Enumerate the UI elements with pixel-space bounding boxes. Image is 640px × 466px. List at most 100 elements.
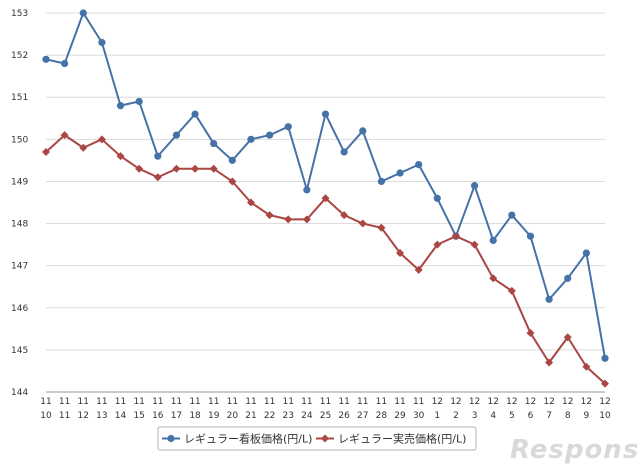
data-point-signboard bbox=[42, 55, 50, 63]
x-tick-day: 21 bbox=[245, 411, 256, 421]
data-point-actual bbox=[302, 215, 311, 224]
data-point-signboard bbox=[266, 131, 274, 139]
x-tick-day: 20 bbox=[227, 411, 239, 421]
data-point-signboard bbox=[396, 169, 404, 177]
data-point-actual bbox=[526, 329, 535, 338]
x-tick-day: 29 bbox=[394, 411, 406, 421]
legend-label-actual: レギュラー実売価格(円/L) bbox=[338, 432, 466, 446]
data-point-signboard bbox=[116, 102, 125, 110]
x-tick-day: 3 bbox=[472, 411, 478, 421]
data-point-signboard bbox=[526, 232, 535, 240]
x-tick-day: 11 bbox=[59, 411, 70, 421]
x-tick-month: 12 bbox=[432, 397, 443, 407]
x-tick-day: 8 bbox=[565, 411, 571, 421]
x-tick-day: 1 bbox=[434, 411, 440, 421]
data-point-actual bbox=[116, 152, 125, 161]
x-tick-month: 11 bbox=[264, 397, 275, 407]
legend-label-signboard: レギュラー看板価格(円/L) bbox=[184, 432, 312, 446]
legend-marker-signboard bbox=[167, 434, 175, 443]
x-tick-day: 24 bbox=[301, 411, 313, 421]
x-tick-month: 11 bbox=[338, 397, 349, 407]
x-tick-month: 12 bbox=[525, 397, 536, 407]
data-point-signboard bbox=[340, 148, 348, 156]
data-point-actual bbox=[246, 198, 255, 207]
x-tick-month: 11 bbox=[189, 397, 200, 407]
data-point-actual bbox=[451, 232, 460, 241]
data-point-actual bbox=[377, 223, 386, 232]
x-tick-day: 26 bbox=[338, 411, 350, 421]
legend-marker-actual bbox=[321, 434, 329, 443]
data-point-signboard bbox=[321, 110, 330, 118]
data-point-signboard bbox=[303, 186, 311, 194]
y-tick-label: 149 bbox=[11, 177, 28, 187]
x-tick-month: 11 bbox=[115, 397, 126, 407]
x-tick-day: 7 bbox=[546, 411, 552, 421]
y-tick-label: 152 bbox=[11, 51, 28, 61]
data-point-signboard bbox=[601, 354, 609, 362]
x-tick-month: 12 bbox=[562, 397, 573, 407]
x-tick-day: 28 bbox=[376, 411, 388, 421]
x-tick-month: 12 bbox=[469, 397, 480, 407]
series-signboard bbox=[42, 9, 609, 362]
y-axis-ticks: 144 145 146 147 148 149 150 151 152 153 bbox=[11, 9, 28, 398]
data-point-signboard bbox=[228, 156, 236, 164]
data-point-signboard bbox=[154, 152, 162, 160]
data-point-actual bbox=[358, 219, 367, 228]
data-point-signboard bbox=[61, 59, 69, 68]
data-point-actual bbox=[42, 147, 50, 156]
data-point-actual bbox=[97, 135, 106, 144]
series-line-signboard bbox=[45, 12, 606, 359]
data-point-signboard bbox=[79, 9, 87, 17]
data-point-actual bbox=[79, 143, 88, 152]
x-tick-month: 11 bbox=[413, 397, 424, 407]
data-point-actual bbox=[60, 131, 69, 140]
x-tick-month: 11 bbox=[78, 397, 89, 407]
y-tick-label: 146 bbox=[11, 304, 28, 314]
data-point-actual bbox=[228, 177, 237, 186]
data-point-signboard bbox=[98, 38, 106, 47]
x-tick-month: 11 bbox=[376, 397, 387, 407]
data-point-actual bbox=[507, 286, 516, 295]
x-tick-day: 30 bbox=[413, 411, 425, 421]
data-point-actual bbox=[321, 194, 330, 203]
x-tick-day: 12 bbox=[78, 411, 89, 421]
x-tick-day: 25 bbox=[320, 411, 331, 421]
x-tick-month: 11 bbox=[283, 397, 294, 407]
data-point-actual bbox=[601, 379, 609, 388]
data-point-actual bbox=[153, 173, 162, 182]
x-tick-month: 11 bbox=[245, 397, 256, 407]
series-actual bbox=[42, 131, 609, 388]
x-tick-month: 12 bbox=[581, 397, 592, 407]
data-point-signboard bbox=[172, 131, 181, 139]
x-tick-month: 11 bbox=[357, 397, 368, 407]
data-point-signboard bbox=[545, 295, 553, 303]
y-tick-label: 147 bbox=[11, 262, 28, 272]
x-tick-month: 11 bbox=[96, 397, 107, 407]
y-tick-label: 148 bbox=[11, 220, 28, 230]
y-tick-label: 144 bbox=[11, 388, 28, 398]
data-point-signboard bbox=[284, 123, 292, 131]
data-point-signboard bbox=[135, 97, 143, 106]
x-axis-ticks: 1110111111121113111411151116111711181119… bbox=[40, 397, 611, 421]
data-point-actual bbox=[284, 215, 293, 224]
x-tick-day: 6 bbox=[528, 411, 534, 421]
x-tick-month: 12 bbox=[450, 397, 461, 407]
data-point-actual bbox=[545, 358, 554, 367]
x-tick-day: 13 bbox=[96, 411, 107, 421]
data-point-signboard bbox=[377, 177, 385, 186]
data-point-actual bbox=[191, 164, 200, 173]
y-tick-label: 145 bbox=[11, 346, 28, 356]
data-point-actual bbox=[563, 333, 572, 342]
x-tick-month: 12 bbox=[543, 397, 554, 407]
response-watermark: Response. bbox=[510, 435, 640, 465]
x-tick-month: 12 bbox=[599, 397, 610, 407]
data-point-signboard bbox=[470, 182, 479, 190]
x-tick-month: 11 bbox=[59, 397, 70, 407]
x-tick-day: 22 bbox=[264, 411, 275, 421]
data-point-actual bbox=[172, 164, 181, 173]
data-point-actual bbox=[414, 265, 423, 274]
x-tick-day: 10 bbox=[599, 411, 611, 421]
x-tick-month: 11 bbox=[133, 397, 144, 407]
data-point-signboard bbox=[433, 194, 441, 202]
x-tick-day: 23 bbox=[283, 411, 294, 421]
